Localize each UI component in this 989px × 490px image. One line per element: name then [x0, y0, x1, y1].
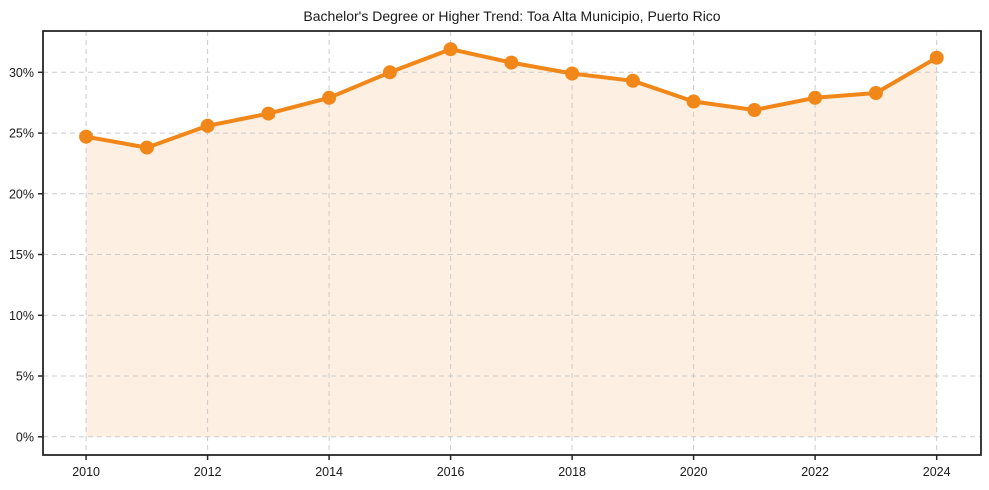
y-tick-label: 25%: [9, 127, 34, 141]
data-point-2020: [686, 94, 701, 109]
data-point-2019: [625, 73, 640, 88]
y-tick-label: 30%: [9, 66, 34, 80]
x-tick-label: 2010: [72, 465, 100, 479]
data-point-2013: [261, 106, 276, 121]
x-tick-label: 2014: [315, 465, 343, 479]
x-tick-label: 2018: [558, 465, 586, 479]
x-tick-label: 2020: [680, 465, 708, 479]
data-point-2024: [929, 50, 944, 65]
data-point-2021: [747, 103, 762, 117]
chart-title: Bachelor's Degree or Higher Trend: Toa A…: [303, 8, 721, 24]
data-point-2015: [382, 65, 397, 80]
data-point-2011: [139, 140, 154, 155]
data-point-2017: [504, 55, 519, 70]
x-tick-label: 2012: [194, 465, 222, 479]
x-tick-label: 2016: [437, 465, 465, 479]
y-tick-label: 5%: [16, 370, 34, 384]
data-point-2012: [200, 118, 215, 133]
data-point-2018: [565, 66, 580, 81]
y-tick-label: 0%: [16, 430, 34, 444]
x-tick-label: 2022: [801, 465, 829, 479]
data-point-2010: [79, 129, 94, 144]
data-point-2016: [443, 42, 458, 57]
data-point-2022: [808, 90, 823, 105]
x-tick-label: 2024: [923, 465, 951, 479]
y-tick-label: 15%: [9, 248, 34, 262]
area-fill: [86, 49, 937, 437]
data-point-2023: [868, 86, 883, 100]
y-tick-label: 10%: [9, 309, 34, 323]
y-tick-label: 20%: [9, 187, 34, 201]
data-point-2014: [322, 90, 337, 105]
plot-border: [42, 30, 982, 456]
